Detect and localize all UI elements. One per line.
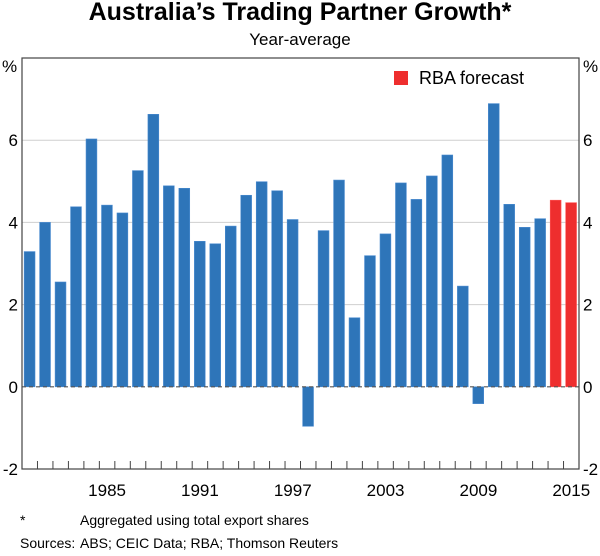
bar <box>472 386 484 404</box>
bar <box>333 179 345 388</box>
bar <box>518 227 531 388</box>
chart-subtitle: Year-average <box>249 30 351 49</box>
bar <box>23 251 36 388</box>
footnote-mark: * <box>20 512 26 528</box>
x-tick-label: 2009 <box>460 481 498 500</box>
footnote-asterisk: * Aggregated using total export shares <box>20 512 309 528</box>
bar <box>395 182 407 388</box>
bar <box>348 317 361 388</box>
x-tick-label: 1985 <box>88 481 126 500</box>
bar <box>503 204 515 388</box>
bar <box>255 181 268 388</box>
y-tick-label-left: -2 <box>3 460 18 479</box>
y-tick-label-left: 6 <box>9 131 18 150</box>
y-tick-label-right: -2 <box>583 460 598 479</box>
y-tick-label-left: 2 <box>9 296 18 315</box>
legend-label-forecast: RBA forecast <box>419 68 524 88</box>
bar <box>534 218 546 388</box>
legend-swatch-forecast <box>394 71 408 85</box>
bar <box>194 241 206 388</box>
bar <box>132 170 144 388</box>
chart-title: Australia’s Trading Partner Growth* <box>88 0 512 26</box>
bar <box>410 199 423 388</box>
bar <box>147 114 160 388</box>
x-tick-label: 2003 <box>367 481 405 500</box>
bar <box>441 154 454 388</box>
y-tick-label-right: 4 <box>583 213 592 232</box>
bar <box>240 194 252 388</box>
y-axis-unit-right: % <box>583 57 598 76</box>
bar <box>379 233 392 388</box>
forecast-bar <box>565 202 577 388</box>
x-tick-label: 1991 <box>181 481 219 500</box>
bar <box>178 187 191 388</box>
x-tick-label: 2015 <box>552 481 590 500</box>
bar <box>39 222 51 388</box>
y-tick-label-right: 2 <box>583 296 592 315</box>
bar <box>163 185 175 388</box>
bar <box>209 243 221 388</box>
y-axis-unit-left: % <box>2 57 17 76</box>
bar <box>70 206 82 388</box>
bar <box>85 138 98 388</box>
bar <box>488 103 500 388</box>
sources-text: ABS; CEIC Data; RBA; Thomson Reuters <box>80 535 339 551</box>
footnote-text: Aggregated using total export shares <box>80 512 309 528</box>
footnote-sources: Sources: ABS; CEIC Data; RBA; Thomson Reu… <box>20 535 338 551</box>
bar <box>317 230 330 388</box>
y-tick-label-left: 4 <box>9 213 18 232</box>
bar <box>364 255 376 388</box>
bar <box>116 212 129 388</box>
sources-label: Sources: <box>20 535 76 551</box>
x-tick-label: 1997 <box>274 481 312 500</box>
y-tick-label-right: 0 <box>583 378 592 397</box>
y-tick-label-left: 0 <box>9 378 18 397</box>
bar <box>286 219 299 388</box>
bar <box>101 204 113 388</box>
forecast-bar <box>549 199 562 388</box>
y-tick-label-right: 6 <box>583 131 592 150</box>
bar <box>225 225 237 388</box>
bar <box>271 190 283 388</box>
bar <box>54 281 67 388</box>
bar <box>302 386 314 427</box>
bar <box>426 175 438 388</box>
bar <box>457 285 469 388</box>
